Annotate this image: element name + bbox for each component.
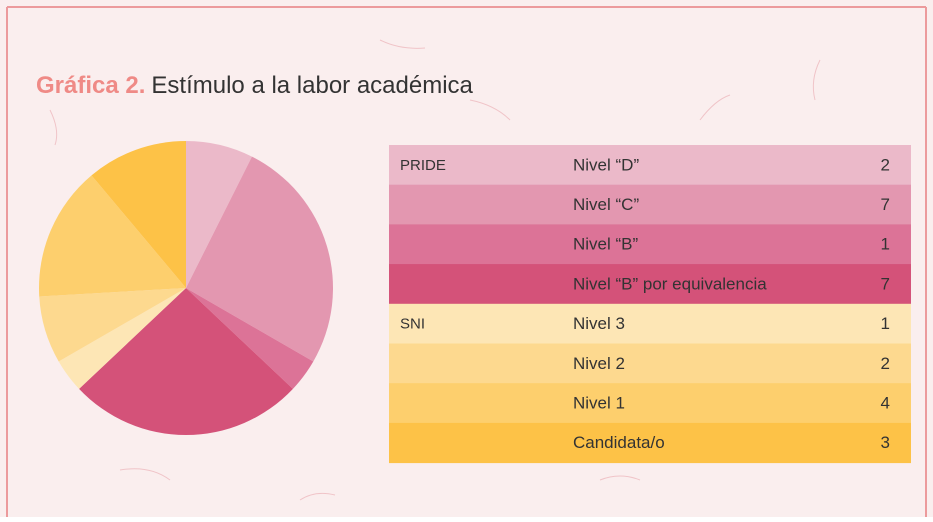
legend-label: Nivel “D” [573,155,639,174]
pie-slice [186,141,252,288]
title-text: Estímulo a la labor académica [151,72,473,99]
legend-row [389,224,911,265]
chart-title: Gráfica 2. Estímulo a la labor académica [36,72,474,99]
paper-fibers [49,39,821,501]
title-label: Gráfica 2. [36,72,145,99]
value-label: 7 [881,274,890,293]
pie-slice [39,288,186,362]
legend-row [389,343,911,384]
group-label: PRIDE [400,157,446,174]
value-label: 3 [881,433,890,452]
legend-row [389,145,911,186]
pie-slice [186,288,314,389]
legend-label: Nivel “B” por equivalencia [573,274,767,293]
value-label: 1 [881,314,890,333]
legend-row [389,184,911,225]
value-label: 2 [881,354,890,373]
legend-label: Nivel 1 [573,394,625,413]
legend-label: Nivel 2 [573,354,625,373]
legend-label: Nivel “C” [573,195,639,214]
pie-slice [58,288,186,389]
legend-row [389,422,911,464]
legend-label: Candidata/o [573,433,665,452]
legend-label: Nivel “B” [573,235,639,254]
value-label: 2 [881,155,890,174]
pie-slice [186,156,333,362]
legend-label: Nivel 3 [573,314,625,333]
value-label: 4 [881,394,890,413]
legend-row [389,383,911,424]
value-label: 7 [881,195,890,214]
pie-slice [79,288,293,436]
legend-row [389,303,911,344]
legend-row [389,264,911,305]
pie-slice [39,175,186,297]
group-label: SNI [400,316,425,333]
pie-slice [91,141,186,288]
value-label: 1 [881,235,890,254]
